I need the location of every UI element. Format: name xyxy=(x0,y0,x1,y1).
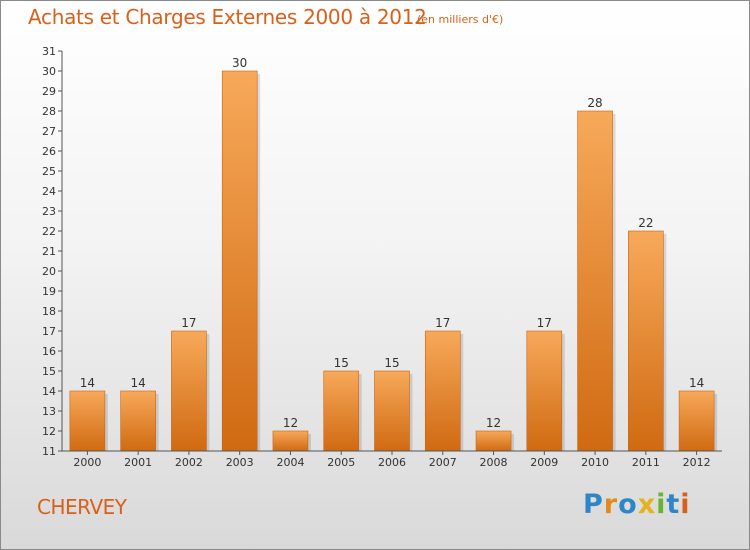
data-label-2007: 17 xyxy=(435,316,450,330)
y-tick-label-24: 24 xyxy=(42,185,56,198)
logo-letter-4: i xyxy=(656,489,667,520)
x-tick-label-2007: 2007 xyxy=(429,456,457,469)
bar-2006 xyxy=(374,370,410,452)
data-label-2006: 15 xyxy=(384,356,399,370)
bar-2009 xyxy=(526,330,563,452)
y-tick-label-22: 22 xyxy=(42,225,56,238)
axes-layer xyxy=(58,50,722,455)
x-tick-label-2011: 2011 xyxy=(632,456,660,469)
y-tick-label-17: 17 xyxy=(42,325,56,338)
y-tick-label-28: 28 xyxy=(42,105,56,118)
data-label-2005: 15 xyxy=(334,356,349,370)
bar-2000 xyxy=(69,390,106,452)
y-tick-label-13: 13 xyxy=(42,405,56,418)
y-tick-label-23: 23 xyxy=(42,205,56,218)
x-tick-label-2004: 2004 xyxy=(276,456,304,469)
data-label-2004: 12 xyxy=(283,416,298,430)
x-tick-label-2003: 2003 xyxy=(226,456,254,469)
chart-title: Achats et Charges Externes 2000 à 2012 xyxy=(28,5,427,29)
data-label-2001: 14 xyxy=(131,376,146,390)
bar-2010 xyxy=(577,110,613,452)
bar-2001 xyxy=(120,390,156,452)
x-tick-label-2002: 2002 xyxy=(175,456,203,469)
proxiti-logo: Proxiti xyxy=(583,489,691,520)
y-tick-label-18: 18 xyxy=(42,305,56,318)
data-label-2000: 14 xyxy=(80,376,95,390)
data-label-2002: 17 xyxy=(181,316,196,330)
data-label-2011: 22 xyxy=(638,216,653,230)
labels-layer: 14 2000 14 2001 17 2002 30 2003 12 2004 15 2005 15 20… xyxy=(42,45,711,469)
logo-letter-6: i xyxy=(680,489,691,520)
logo-letter-1: r xyxy=(603,489,619,520)
x-tick-label-2012: 2012 xyxy=(683,456,711,469)
bars-layer xyxy=(69,70,718,452)
bar-2005 xyxy=(323,370,360,452)
x-tick-label-2008: 2008 xyxy=(480,456,508,469)
y-tick-label-30: 30 xyxy=(42,65,56,78)
logo-letter-0: P xyxy=(583,489,604,520)
chart-subtitle: (en milliers d'€) xyxy=(417,13,504,26)
x-tick-label-2009: 2009 xyxy=(530,456,558,469)
logo-letter-5: t xyxy=(666,489,681,520)
y-tick-label-19: 19 xyxy=(42,285,56,298)
x-tick-label-2010: 2010 xyxy=(581,456,609,469)
x-tick-label-2006: 2006 xyxy=(378,456,406,469)
bar-2012 xyxy=(678,390,715,452)
data-label-2003: 30 xyxy=(232,56,247,70)
data-label-2009: 17 xyxy=(537,316,552,330)
bar-2003 xyxy=(221,70,258,452)
y-tick-label-26: 26 xyxy=(42,145,56,158)
y-tick-label-16: 16 xyxy=(42,345,56,358)
bar-2002 xyxy=(171,330,207,452)
town-name: CHERVEY xyxy=(37,495,127,519)
y-tick-label-31: 31 xyxy=(42,45,56,58)
logo-letter-2: o xyxy=(618,489,638,520)
y-tick-label-12: 12 xyxy=(42,425,56,438)
bar-2004 xyxy=(272,430,309,452)
y-tick-label-11: 11 xyxy=(42,445,56,458)
logo-letter-3: x xyxy=(637,489,657,520)
data-label-2012: 14 xyxy=(689,376,704,390)
bar-2008 xyxy=(475,430,512,452)
data-label-2008: 12 xyxy=(486,416,501,430)
x-tick-label-2001: 2001 xyxy=(124,456,152,469)
y-tick-label-20: 20 xyxy=(42,265,56,278)
bar-2007 xyxy=(424,330,461,452)
y-tick-label-14: 14 xyxy=(42,385,56,398)
y-tick-label-15: 15 xyxy=(42,365,56,378)
x-tick-label-2000: 2000 xyxy=(73,456,101,469)
x-tick-label-2005: 2005 xyxy=(327,456,355,469)
y-tick-label-25: 25 xyxy=(42,165,56,178)
bar-2011 xyxy=(628,230,664,452)
y-tick-label-29: 29 xyxy=(42,85,56,98)
data-label-2010: 28 xyxy=(587,96,602,110)
y-tick-label-21: 21 xyxy=(42,245,56,258)
y-tick-label-27: 27 xyxy=(42,125,56,138)
